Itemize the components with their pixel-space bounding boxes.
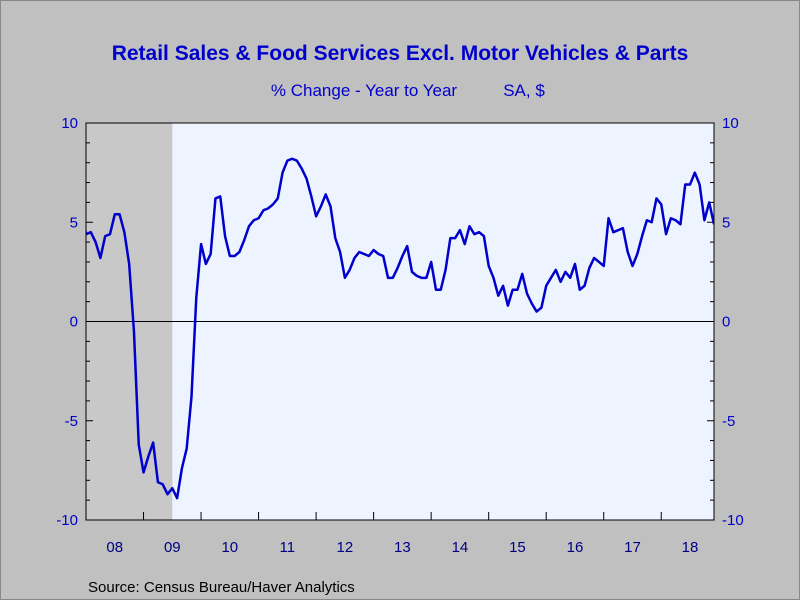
y-tick-label-right: -5 (722, 413, 735, 430)
y-tick-label-right: 0 (722, 314, 730, 331)
y-tick-label-left: -10 (56, 512, 78, 529)
x-tick-label: 10 (221, 539, 238, 556)
y-tick-label-left: -5 (65, 413, 78, 430)
plot-border (85, 122, 715, 521)
y-tick-label-right: 5 (722, 214, 730, 231)
y-tick-label-left: 10 (61, 115, 78, 132)
series-line (86, 157, 714, 500)
x-tick-label: 12 (337, 539, 354, 556)
x-tick-label: 16 (567, 539, 584, 556)
y-tick-label-right: -10 (722, 512, 744, 529)
chart-title: Retail Sales & Food Services Excl. Motor… (112, 42, 689, 65)
x-tick-label: 11 (280, 539, 296, 556)
x-tick-label: 08 (106, 539, 123, 556)
chart-units-note: SA, $ (503, 81, 545, 100)
x-tick-label: 13 (394, 539, 411, 556)
x-tick-label: 14 (452, 539, 469, 556)
x-tick-label: 09 (164, 539, 181, 556)
x-tick-label: 18 (682, 539, 699, 556)
chart-subtitle: % Change - Year to Year (271, 81, 458, 100)
x-tick-label: 17 (624, 539, 641, 556)
x-tick-label: 15 (509, 539, 526, 556)
y-tick-label-left: 5 (70, 214, 78, 231)
source-note: Source: Census Bureau/Haver Analytics (88, 579, 355, 596)
y-tick-label-right: 10 (722, 115, 739, 132)
y-tick-label-left: 0 (70, 314, 78, 331)
